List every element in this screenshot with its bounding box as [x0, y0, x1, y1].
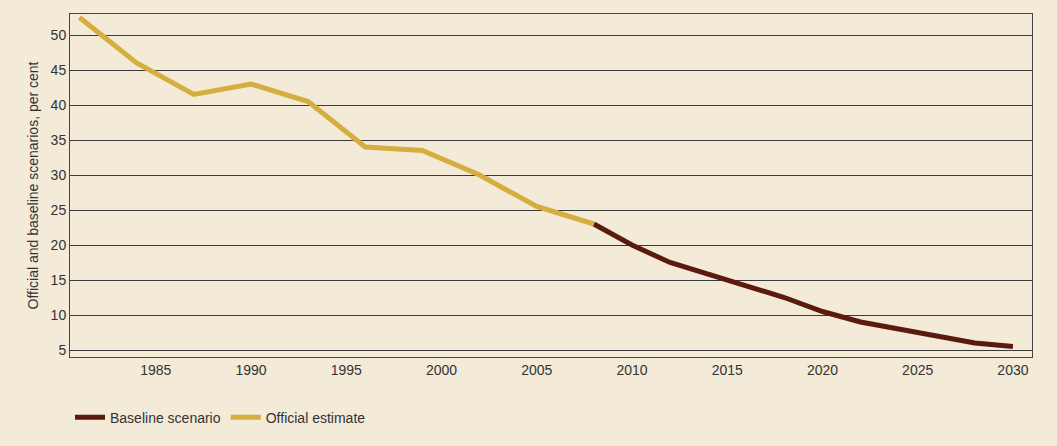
svg-text:Official and baseline scenario: Official and baseline scenarios, per cen… — [25, 61, 41, 309]
svg-text:10: 10 — [51, 307, 67, 323]
svg-text:2005: 2005 — [521, 362, 552, 378]
svg-text:20: 20 — [51, 237, 67, 253]
svg-text:Official estimate: Official estimate — [266, 410, 366, 426]
svg-text:2000: 2000 — [426, 362, 457, 378]
svg-text:2030: 2030 — [997, 362, 1028, 378]
svg-text:40: 40 — [51, 97, 67, 113]
svg-text:5: 5 — [58, 342, 66, 358]
svg-text:2015: 2015 — [712, 362, 743, 378]
svg-text:2010: 2010 — [616, 362, 647, 378]
svg-text:2020: 2020 — [807, 362, 838, 378]
svg-text:50: 50 — [51, 27, 67, 43]
svg-text:30: 30 — [51, 167, 67, 183]
svg-text:1990: 1990 — [235, 362, 266, 378]
svg-text:25: 25 — [51, 202, 67, 218]
svg-text:Baseline scenario: Baseline scenario — [110, 410, 221, 426]
svg-text:15: 15 — [51, 272, 67, 288]
svg-text:1995: 1995 — [331, 362, 362, 378]
svg-text:2025: 2025 — [902, 362, 933, 378]
svg-text:45: 45 — [51, 62, 67, 78]
svg-text:35: 35 — [51, 132, 67, 148]
svg-text:1985: 1985 — [140, 362, 171, 378]
